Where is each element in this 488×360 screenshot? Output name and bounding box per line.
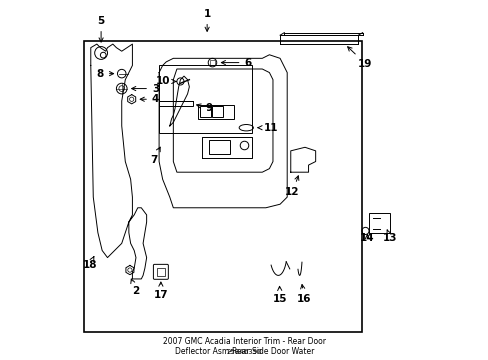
Text: 16: 16 [296, 284, 311, 303]
Bar [210, 60, 214, 65]
Bar [212, 106, 223, 117]
Text: 11: 11 [257, 123, 278, 133]
Text: 10: 10 [155, 76, 176, 86]
Bar [159, 101, 192, 106]
Text: 4: 4 [140, 94, 159, 104]
Text: 8: 8 [97, 69, 113, 78]
Text: 2: 2 [131, 279, 139, 296]
Bar [200, 106, 210, 117]
Text: 14: 14 [359, 233, 374, 243]
Text: 2007 GMC Acadia Interior Trim - Rear Door
Deflector Asm-Rear Side Door Water: 2007 GMC Acadia Interior Trim - Rear Doo… [163, 337, 325, 356]
Bar [159, 66, 251, 133]
Text: 9: 9 [196, 103, 212, 113]
Text: 13: 13 [383, 230, 397, 243]
Text: 5: 5 [97, 16, 104, 42]
Text: 6: 6 [221, 58, 251, 68]
Bar [156, 267, 165, 276]
Text: 3: 3 [131, 84, 159, 94]
Text: 18: 18 [82, 257, 97, 270]
Text: 19: 19 [347, 47, 372, 69]
Bar [84, 41, 361, 332]
Text: 1: 1 [203, 9, 210, 31]
Bar [368, 213, 389, 233]
Text: 17: 17 [153, 282, 168, 300]
Text: 25846390: 25846390 [226, 350, 262, 355]
Bar [208, 140, 230, 154]
Text: 7: 7 [150, 147, 160, 165]
Bar [198, 105, 233, 119]
Text: 12: 12 [285, 176, 299, 197]
Text: 15: 15 [272, 286, 287, 303]
